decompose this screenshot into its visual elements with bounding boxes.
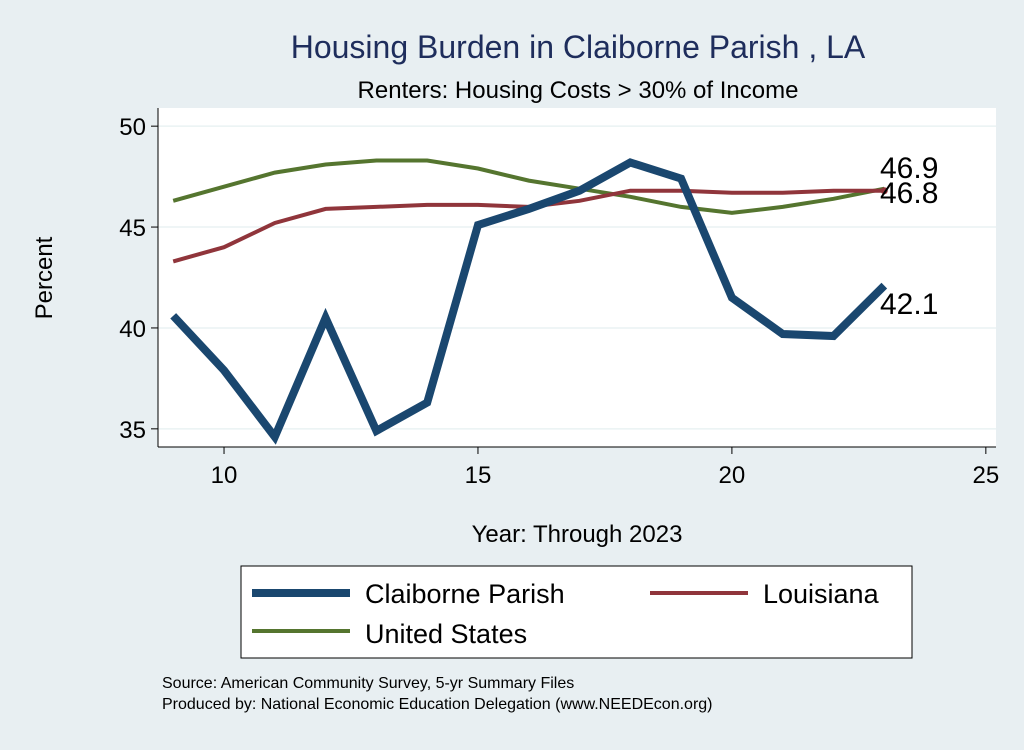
y-tick-label: 40: [119, 316, 146, 343]
axis-layer: 35 40 45 50 10 15 20 25: [119, 108, 999, 489]
end-label-claiborne-parish: 42.1: [880, 288, 938, 321]
y-axis-label: Percent: [31, 236, 58, 319]
x-axis-label: Year: Through 2023: [472, 521, 683, 548]
legend-label-united-states: United States: [365, 619, 527, 649]
end-label-louisiana: 46.8: [880, 177, 938, 210]
x-tick-label: 15: [465, 462, 492, 489]
x-tick-label: 20: [719, 462, 746, 489]
x-tick-label: 25: [972, 462, 999, 489]
y-tick-label: 35: [119, 417, 146, 444]
end-label-united-states: 46.9: [880, 152, 938, 185]
producer-note: Produced by: National Economic Education…: [162, 696, 713, 713]
label-layer: 42.1 46.846.9: [880, 152, 938, 321]
source-note: Source: American Community Survey, 5-yr …: [162, 675, 574, 692]
series-line-united-states: [172, 158, 885, 215]
legend: Claiborne Parish Louisiana United States: [240, 565, 913, 659]
series-layer: [170, 158, 888, 445]
chart-title: Housing Burden in Claiborne Parish , LA: [291, 29, 866, 65]
legend-label-louisiana: Louisiana: [763, 579, 880, 609]
legend-label-claiborne-parish: Claiborne Parish: [365, 579, 565, 609]
y-tick-label: 45: [119, 215, 146, 242]
series-line-claiborne-parish: [170, 158, 888, 445]
grid-layer: [158, 125, 996, 430]
legend-items: Claiborne Parish Louisiana United States: [252, 579, 880, 649]
plot-area: [158, 108, 996, 447]
chart-subtitle: Renters: Housing Costs > 30% of Income: [358, 77, 799, 104]
series-end-marker-louisiana: [880, 187, 888, 195]
y-tick-label: 50: [119, 114, 146, 141]
x-tick-label: 10: [211, 462, 238, 489]
legend-box: [240, 565, 913, 659]
